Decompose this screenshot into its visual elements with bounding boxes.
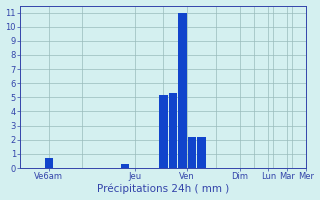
Bar [169,93,177,168]
Bar [121,164,130,168]
Bar [178,13,187,168]
Bar [197,137,206,168]
Bar [44,158,53,168]
Bar [159,95,168,168]
Bar [188,137,196,168]
X-axis label: Précipitations 24h ( mm ): Précipitations 24h ( mm ) [97,184,229,194]
